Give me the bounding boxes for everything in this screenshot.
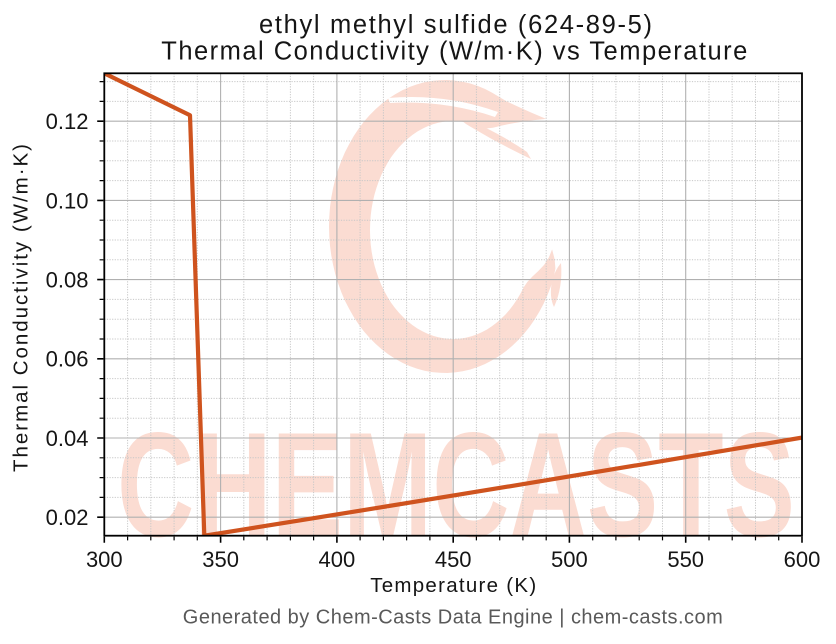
svg-text:350: 350 bbox=[202, 547, 239, 572]
svg-text:550: 550 bbox=[667, 547, 704, 572]
svg-text:300: 300 bbox=[86, 547, 123, 572]
svg-text:500: 500 bbox=[551, 547, 588, 572]
svg-text:0.10: 0.10 bbox=[46, 188, 89, 213]
svg-text:450: 450 bbox=[435, 547, 472, 572]
svg-text:0.08: 0.08 bbox=[46, 268, 89, 293]
svg-text:0.12: 0.12 bbox=[46, 109, 89, 134]
svg-text:0.06: 0.06 bbox=[46, 347, 89, 372]
svg-text:Thermal Conductivity (W/m·K): Thermal Conductivity (W/m·K) bbox=[10, 144, 33, 472]
svg-text:CHEMCASTS: CHEMCASTS bbox=[117, 401, 795, 568]
svg-text:Thermal Conductivity (W/m·K) v: Thermal Conductivity (W/m·K) vs Temperat… bbox=[161, 38, 747, 66]
svg-text:ethyl methyl sulfide (624-89-5: ethyl methyl sulfide (624-89-5) bbox=[259, 11, 652, 39]
svg-text:400: 400 bbox=[319, 547, 356, 572]
svg-text:Temperature (K): Temperature (K) bbox=[370, 574, 536, 597]
svg-text:0.02: 0.02 bbox=[46, 505, 89, 530]
svg-text:Generated by Chem-Casts Data E: Generated by Chem-Casts Data Engine | ch… bbox=[183, 607, 723, 629]
svg-text:600: 600 bbox=[784, 547, 821, 572]
svg-text:0.04: 0.04 bbox=[46, 426, 89, 451]
